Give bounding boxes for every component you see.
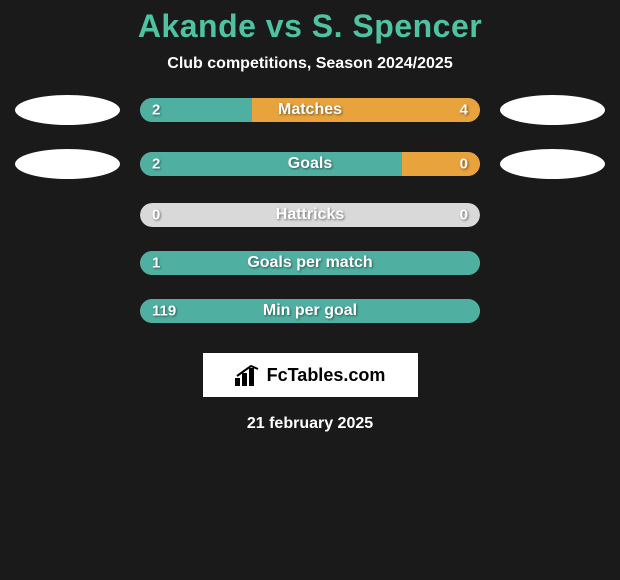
stat-value-p2: 0 xyxy=(460,156,468,173)
date-label: 21 february 2025 xyxy=(247,415,373,433)
stat-value-p1: 119 xyxy=(152,303,176,320)
stat-row: 119 Min per goal xyxy=(75,299,545,323)
stat-bar: 1 Goals per match xyxy=(140,251,480,275)
page-title: Akande vs S. Spencer xyxy=(138,8,482,45)
page-subtitle: Club competitions, Season 2024/2025 xyxy=(167,55,452,73)
player2-badge xyxy=(500,149,605,179)
logo-box[interactable]: FcTables.com xyxy=(203,353,418,397)
stat-value-p2: 4 xyxy=(460,102,468,119)
player1-badge xyxy=(15,149,120,179)
logo-text: FcTables.com xyxy=(267,365,386,386)
player2-badge xyxy=(500,95,605,125)
stat-value-p1: 0 xyxy=(152,207,160,224)
stat-value-p1: 2 xyxy=(152,156,160,173)
player1-badge xyxy=(15,95,120,125)
stat-rows: 2 4 Matches 2 0 Goals 0 0 Hattricks 1 Goals per ma… xyxy=(75,95,545,347)
stat-label: Min per goal xyxy=(263,302,357,320)
stat-label: Hattricks xyxy=(276,206,344,224)
stat-label: Matches xyxy=(278,101,342,119)
stat-row: 0 0 Hattricks xyxy=(75,203,545,227)
bar-fill-p1 xyxy=(140,152,402,176)
stat-bar: 2 0 Goals xyxy=(140,152,480,176)
stat-value-p2: 0 xyxy=(460,207,468,224)
comparison-widget: Akande vs S. Spencer Club competitions, … xyxy=(0,0,620,433)
stat-label: Goals xyxy=(288,155,332,173)
stat-value-p1: 1 xyxy=(152,255,160,272)
stat-bar: 119 Min per goal xyxy=(140,299,480,323)
bar-fill-p2 xyxy=(402,152,480,176)
stat-bar: 0 0 Hattricks xyxy=(140,203,480,227)
bars-icon xyxy=(235,364,261,386)
stat-value-p1: 2 xyxy=(152,102,160,119)
stat-row: 2 0 Goals xyxy=(75,149,545,179)
stat-row: 2 4 Matches xyxy=(75,95,545,125)
stat-row: 1 Goals per match xyxy=(75,251,545,275)
stat-bar: 2 4 Matches xyxy=(140,98,480,122)
stat-label: Goals per match xyxy=(247,254,372,272)
